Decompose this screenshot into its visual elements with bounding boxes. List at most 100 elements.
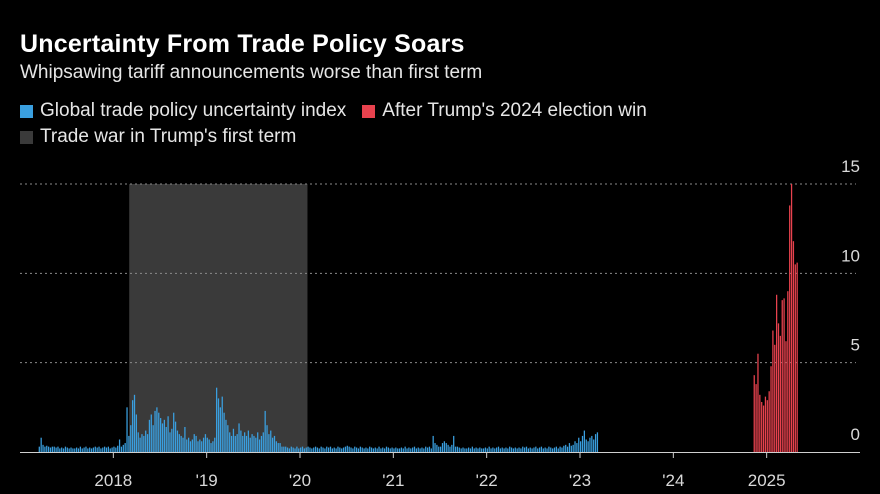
- bar-index-109: [242, 435, 244, 452]
- bar-index-262: [527, 448, 529, 452]
- bar-index-69: [167, 416, 169, 452]
- bar-index-119: [260, 435, 263, 452]
- legend-swatch-election: [362, 104, 376, 118]
- bar-index-160: [337, 446, 339, 452]
- bar-index-277: [555, 446, 557, 452]
- bar-index-137: [294, 448, 296, 452]
- bar-index-190: [393, 448, 395, 452]
- bar-index-91: [208, 439, 210, 452]
- bar-index-164: [344, 446, 347, 452]
- bar-index-235: [477, 448, 479, 452]
- bar-index-224: [456, 446, 459, 452]
- y-tick-label-5: 5: [851, 336, 860, 355]
- bar-index-37: [107, 446, 109, 452]
- bar-index-199: [410, 448, 412, 452]
- bar-index-166: [348, 446, 350, 452]
- bar-index-29: [92, 447, 95, 452]
- bar-index-162: [341, 448, 343, 452]
- bar-index-206: [423, 448, 425, 452]
- bar-index-88: [202, 437, 205, 452]
- bar-index-181: [376, 448, 378, 452]
- bar-index-175: [365, 447, 367, 452]
- bar-index-144: [307, 446, 309, 452]
- bar-index-284: [568, 443, 571, 452]
- bar-index-264: [531, 448, 533, 452]
- bar-index-24: [83, 447, 85, 452]
- bar-index-237: [481, 448, 483, 452]
- bar-index-278: [557, 448, 559, 452]
- bar-index-50: [132, 400, 134, 452]
- bar-index-86: [199, 439, 201, 452]
- bar-index-154: [326, 446, 328, 452]
- bar-index-246: [497, 446, 500, 452]
- bar-index-217: [443, 441, 445, 452]
- bar-index-227: [462, 447, 464, 452]
- bar-election-8: [768, 391, 770, 452]
- bar-index-234: [475, 447, 477, 452]
- legend-label-index: Global trade policy uncertainty index: [40, 100, 347, 121]
- bar-election-2: [757, 353, 759, 452]
- bar-index-188: [389, 448, 391, 452]
- bar-index-290: [580, 441, 582, 452]
- bar-index-249: [503, 448, 505, 452]
- bar-index-56: [143, 435, 145, 452]
- bar-index-90: [206, 437, 208, 452]
- bar-index-223: [454, 446, 457, 452]
- bar-index-1: [40, 437, 42, 452]
- bar-index-281: [563, 445, 565, 452]
- bar-index-5: [48, 446, 50, 452]
- bar-index-177: [369, 446, 371, 452]
- bar-election-18: [787, 291, 789, 452]
- bar-election-1: [755, 384, 757, 452]
- bar-index-19: [74, 448, 76, 452]
- bar-index-124: [270, 430, 272, 452]
- bar-index-21: [77, 448, 80, 452]
- legend-item-index: Global trade policy uncertainty index: [20, 100, 346, 122]
- bar-index-26: [87, 448, 89, 452]
- bar-index-127: [275, 441, 277, 452]
- bar-index-134: [288, 448, 291, 452]
- legend-label-trade-war: Trade war in Trump's first term: [40, 126, 297, 147]
- bar-index-8: [53, 446, 55, 452]
- bar-index-209: [428, 446, 431, 452]
- bar-index-10: [57, 446, 59, 452]
- bar-index-113: [249, 437, 251, 452]
- bar-index-72: [173, 412, 175, 452]
- bar-index-254: [512, 448, 515, 452]
- bar-index-133: [286, 447, 289, 452]
- bar-index-202: [415, 448, 417, 452]
- bar-index-76: [180, 435, 182, 452]
- bar-index-299: [596, 432, 599, 452]
- bar-index-114: [251, 434, 253, 452]
- bar-index-176: [367, 448, 369, 452]
- bar-election-20: [790, 184, 793, 452]
- x-tick-label-2024: '24: [662, 471, 684, 490]
- bar-index-62: [154, 410, 156, 452]
- legend-label-election: After Trump's 2024 election win: [382, 100, 647, 121]
- bar-election-0: [753, 375, 755, 452]
- bar-index-71: [171, 428, 173, 452]
- bar-index-157: [331, 448, 333, 452]
- bar-index-82: [191, 439, 193, 452]
- bar-index-228: [464, 448, 466, 452]
- bar-index-13: [62, 448, 65, 452]
- bar-index-40: [113, 446, 115, 452]
- bar-index-238: [482, 448, 485, 452]
- bar-index-30: [94, 446, 96, 452]
- bar-index-218: [445, 443, 447, 452]
- bar-index-101: [227, 425, 229, 452]
- bar-index-34: [102, 447, 104, 452]
- bar-index-16: [68, 448, 70, 452]
- bar-index-185: [384, 448, 386, 452]
- bar-index-167: [350, 447, 352, 452]
- bar-index-64: [158, 412, 160, 452]
- bar-index-265: [533, 447, 535, 452]
- y-tick-label-0: 0: [851, 425, 860, 444]
- bar-index-145: [309, 447, 311, 452]
- legend-swatch-trade-war: [20, 130, 33, 144]
- bar-index-87: [201, 441, 203, 452]
- chart-title: Uncertainty From Trade Policy Soars: [20, 30, 465, 58]
- bar-index-168: [352, 448, 354, 452]
- bar-index-288: [576, 443, 578, 452]
- bar-index-79: [186, 439, 188, 452]
